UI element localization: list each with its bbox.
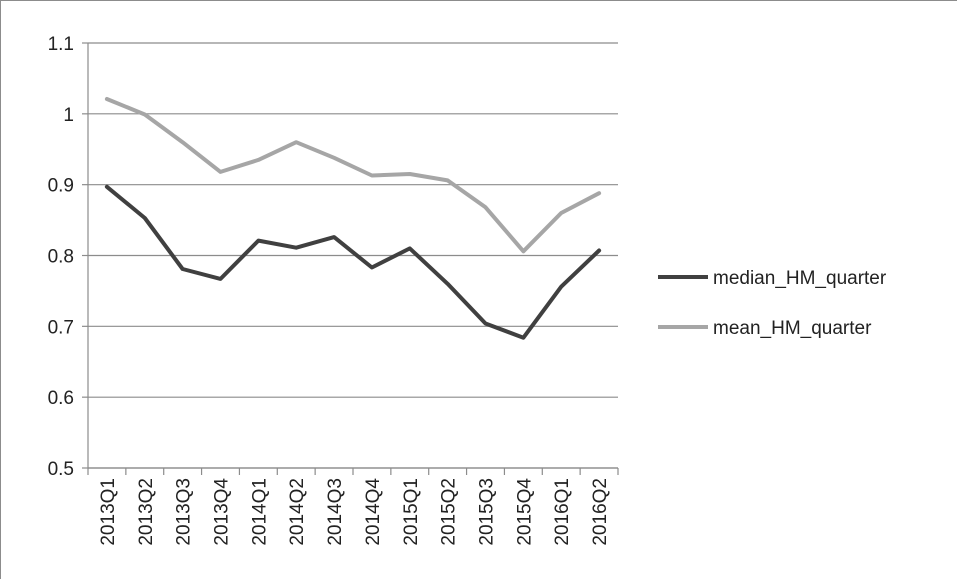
x-tick-label: 2015Q3: [477, 478, 498, 546]
y-tick-label: 0.7: [48, 317, 74, 338]
x-tick-label: 2015Q2: [439, 478, 460, 546]
x-tick-label: 2013Q2: [136, 478, 157, 546]
y-tick-label: 0.6: [48, 388, 74, 409]
series-line-mean_HM_quarter: [107, 99, 599, 251]
x-tick-label: 2013Q1: [98, 478, 119, 546]
series-lines: [107, 99, 599, 338]
x-tick-label: 2013Q3: [174, 478, 195, 546]
y-tick-label: 1.1: [48, 34, 74, 55]
x-tick-label: 2015Q4: [514, 478, 535, 546]
y-tick-label: 0.5: [48, 459, 74, 480]
legend-label: median_HM_quarter: [713, 268, 887, 289]
legend-label: mean_HM_quarter: [713, 318, 872, 339]
y-tick-label: 1: [63, 105, 74, 126]
x-tick-label: 2016Q2: [590, 478, 611, 546]
y-tick-label: 0.9: [48, 176, 74, 197]
legend: median_HM_quarter mean_HM_quarter: [658, 268, 887, 339]
gridlines: [88, 43, 618, 468]
x-tick-label: 2014Q1: [249, 478, 270, 546]
x-tick-label: 2014Q3: [325, 478, 346, 546]
x-tick-label: 2014Q4: [363, 478, 384, 546]
x-tick-label: 2013Q4: [212, 478, 233, 546]
y-tick-label: 0.8: [48, 247, 74, 268]
series-line-median_HM_quarter: [107, 187, 599, 338]
x-tick-label: 2016Q1: [552, 478, 573, 546]
x-tick-label: 2014Q2: [287, 478, 308, 546]
x-tick-label: 2015Q1: [401, 478, 422, 546]
